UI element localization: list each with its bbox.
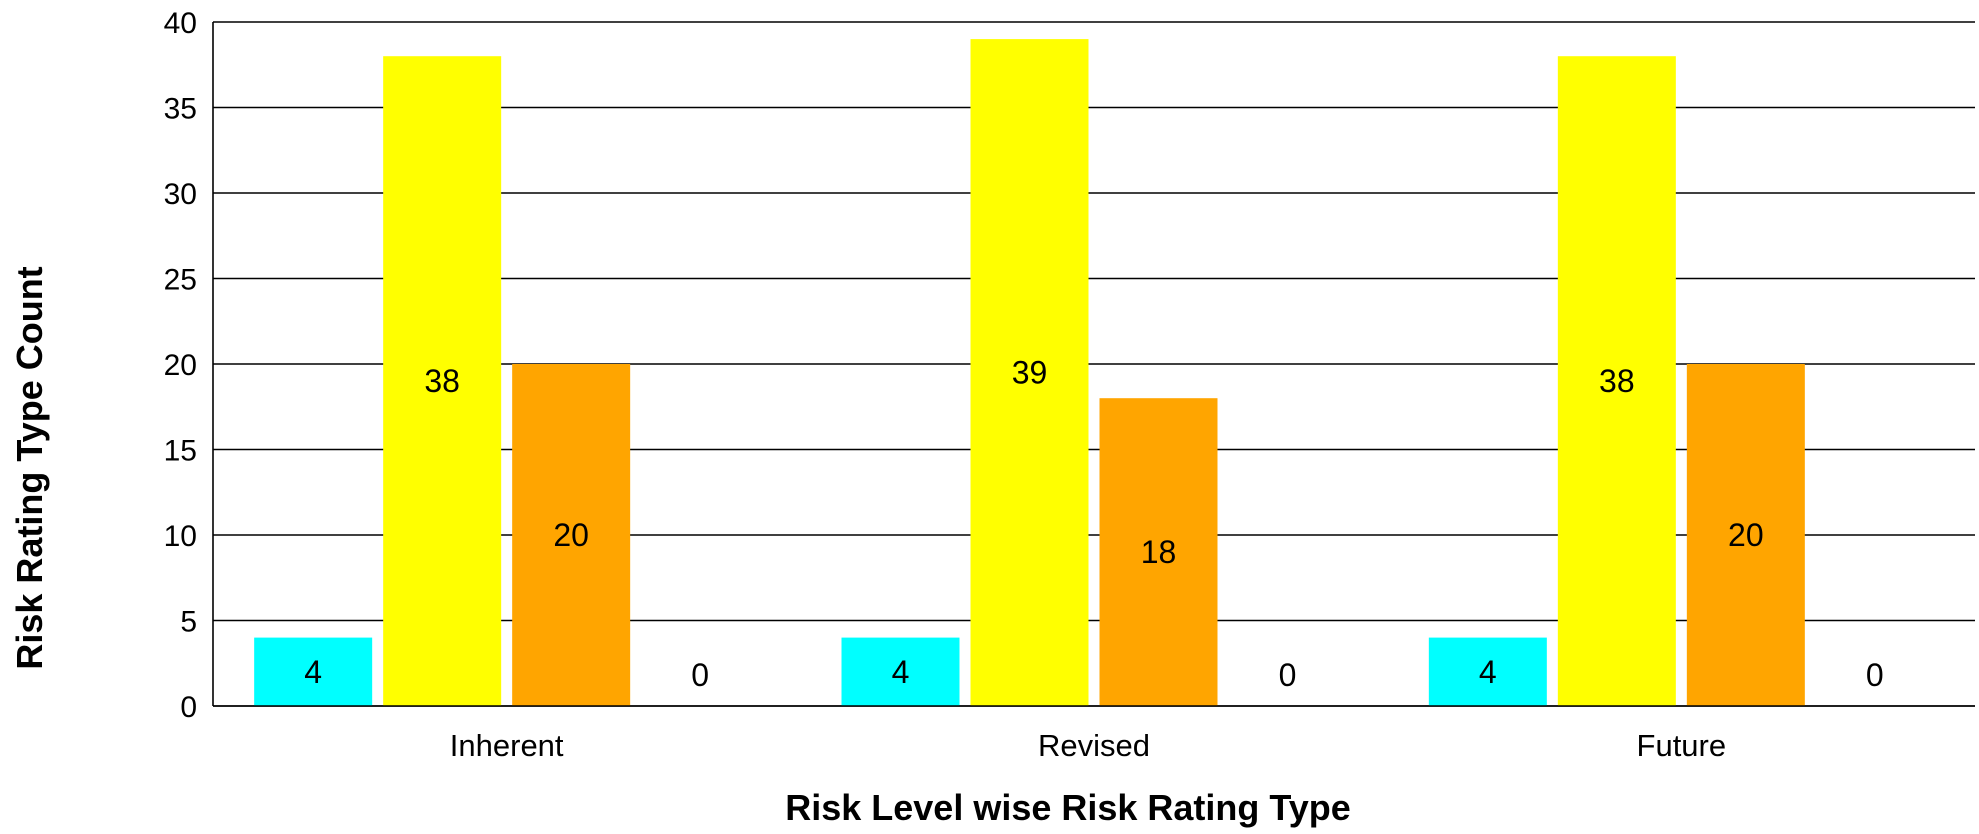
data-label-future-s1: 4 — [1479, 654, 1497, 690]
data-labels: 4 38 20 0 4 39 18 0 4 38 20 0 — [304, 355, 1883, 693]
y-tick-label-20: 20 — [164, 349, 197, 382]
data-label-inherent-s4: 0 — [691, 657, 709, 693]
bars — [254, 39, 1805, 707]
data-label-future-s2: 38 — [1599, 363, 1635, 399]
bar-inherent-s1 — [254, 637, 373, 706]
bar-future-s1 — [1428, 637, 1547, 706]
data-label-future-s4: 0 — [1866, 657, 1884, 693]
y-tick-labels: 0 5 10 15 20 25 30 35 40 — [164, 7, 197, 724]
x-category-label-inherent: Inherent — [450, 728, 564, 763]
data-label-revised-s2: 39 — [1012, 355, 1048, 391]
axes — [212, 22, 1975, 707]
y-tick-label-30: 30 — [164, 178, 197, 211]
bar-revised-s3 — [1099, 398, 1218, 706]
bar-inherent-s3 — [512, 364, 631, 706]
gridlines — [213, 21, 1975, 707]
data-label-revised-s1: 4 — [892, 654, 910, 690]
y-tick-label-35: 35 — [164, 93, 197, 126]
bar-future-s2 — [1557, 56, 1676, 706]
data-label-future-s3: 20 — [1728, 517, 1764, 553]
bar-revised-s1 — [841, 637, 960, 706]
x-category-label-future: Future — [1637, 728, 1727, 763]
data-label-inherent-s2: 38 — [424, 363, 460, 399]
y-axis-title: Risk Rating Type Count — [9, 266, 50, 669]
y-tick-label-10: 10 — [164, 520, 197, 553]
y-tick-label-5: 5 — [180, 606, 197, 639]
x-category-labels: Inherent Revised Future — [450, 728, 1726, 763]
bar-revised-s2 — [970, 39, 1089, 707]
data-label-revised-s3: 18 — [1141, 534, 1177, 570]
bar-inherent-s2 — [383, 56, 502, 706]
y-tick-label-0: 0 — [180, 691, 197, 724]
x-category-label-revised: Revised — [1038, 728, 1150, 763]
bar-future-s3 — [1686, 364, 1805, 706]
y-tick-label-25: 25 — [164, 264, 197, 297]
data-label-inherent-s1: 4 — [304, 654, 322, 690]
y-tick-label-15: 15 — [164, 435, 197, 468]
data-label-revised-s4: 0 — [1279, 657, 1297, 693]
x-axis-title: Risk Level wise Risk Rating Type — [785, 787, 1351, 828]
y-tick-label-40: 40 — [164, 7, 197, 40]
data-label-inherent-s3: 20 — [553, 517, 589, 553]
